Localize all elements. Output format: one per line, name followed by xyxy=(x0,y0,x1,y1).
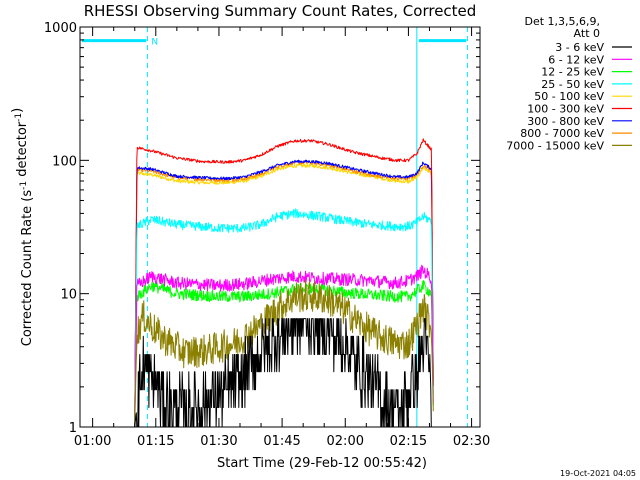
series-line-6 xyxy=(134,159,434,428)
legend-label-7: 800 - 7000 keV xyxy=(520,127,604,140)
series-line-2 xyxy=(134,280,434,428)
x-axis-label: Start Time (29-Feb-12 00:55:42) xyxy=(217,456,427,471)
series-line-5 xyxy=(134,138,434,428)
legend-label-3: 25 - 50 keV xyxy=(541,78,604,91)
axes: 1 10 100 1000 01:00 01:15 01:30 01:45 02:00 02:15… xyxy=(10,21,490,449)
x-tick-label-2: 01:30 xyxy=(200,434,237,449)
series-line-3 xyxy=(134,208,434,428)
legend-label-8: 7000 - 15000 keV xyxy=(506,139,604,152)
legend-label-4: 50 - 100 keV xyxy=(534,90,604,103)
x-tick-label-5: 02:15 xyxy=(390,434,427,449)
y-tick-label-0: 1 xyxy=(69,421,77,436)
legend-label-2: 12 - 25 keV xyxy=(541,66,604,79)
legend-header-line-1: Det 1,3,5,6,9, xyxy=(524,15,600,28)
y-axis-label: Corrected Count Rate (s-1 detector-1) xyxy=(10,108,35,346)
x-tick-label-4: 02:00 xyxy=(327,434,364,449)
y-tick-label-2: 100 xyxy=(52,154,77,169)
series-line-0 xyxy=(134,318,434,428)
y-tick-label-3: 1000 xyxy=(44,21,77,36)
chart-title: RHESSI Observing Summary Count Rates, Co… xyxy=(84,2,477,20)
plot-area: N xyxy=(79,27,468,428)
timestamp-label: 19-Oct-2021 04:05 xyxy=(560,469,636,478)
legend-label-6: 300 - 800 keV xyxy=(527,115,604,128)
legend-label-5: 100 - 300 keV xyxy=(527,103,604,116)
legend-label-1: 6 - 12 keV xyxy=(548,53,604,66)
legend-label-0: 3 - 6 keV xyxy=(555,41,604,54)
x-tick-label-6: 02:30 xyxy=(453,434,490,449)
x-tick-label-1: 01:15 xyxy=(137,434,174,449)
plot-frame xyxy=(79,26,481,428)
series-line-8 xyxy=(134,280,434,428)
series-line-1 xyxy=(134,264,434,428)
night-n-label: N xyxy=(151,38,158,48)
legend-header-line-2: Att 0 xyxy=(574,27,600,40)
x-tick-label-3: 01:45 xyxy=(263,434,300,449)
x-tick-label-0: 01:00 xyxy=(74,434,111,449)
y-tick-label-1: 10 xyxy=(60,288,77,303)
